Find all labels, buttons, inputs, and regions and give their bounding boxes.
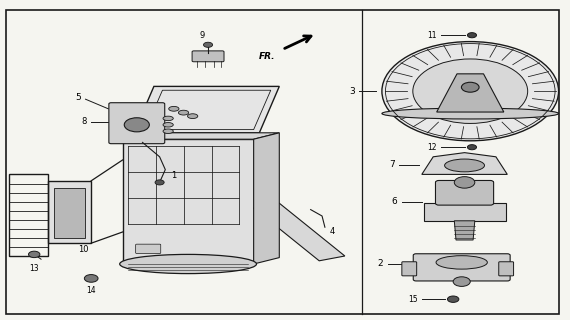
Ellipse shape [445,159,484,172]
FancyBboxPatch shape [54,188,85,238]
Text: 14: 14 [87,286,96,295]
Text: 10: 10 [78,245,88,254]
Ellipse shape [120,254,256,274]
Polygon shape [254,203,345,261]
Ellipse shape [382,108,559,119]
Polygon shape [254,133,279,264]
Ellipse shape [436,256,487,269]
Polygon shape [134,86,279,133]
Polygon shape [454,221,475,240]
Text: 2: 2 [377,260,383,268]
Text: 4: 4 [329,228,335,236]
Text: 3: 3 [349,87,355,96]
Circle shape [28,251,40,258]
FancyBboxPatch shape [435,180,494,205]
Text: 13: 13 [30,264,39,273]
Circle shape [155,180,164,185]
Circle shape [84,275,98,282]
FancyBboxPatch shape [192,51,224,62]
Circle shape [203,42,213,47]
FancyBboxPatch shape [424,203,506,221]
Ellipse shape [188,114,198,118]
Circle shape [124,118,149,132]
Text: 11: 11 [427,31,437,40]
FancyBboxPatch shape [499,262,514,276]
Circle shape [413,59,528,124]
Polygon shape [422,153,507,174]
Text: 5: 5 [76,93,82,102]
Circle shape [453,277,470,286]
Ellipse shape [178,110,189,115]
Circle shape [447,296,459,302]
Circle shape [382,42,559,141]
Polygon shape [437,74,504,112]
FancyBboxPatch shape [136,244,161,253]
Text: 8: 8 [82,117,87,126]
Circle shape [467,145,477,150]
Text: 7: 7 [389,160,395,169]
Ellipse shape [163,123,173,127]
Ellipse shape [169,106,179,111]
Polygon shape [123,133,279,139]
Ellipse shape [163,116,173,121]
Text: 9: 9 [200,31,205,40]
Text: 12: 12 [427,143,437,152]
FancyBboxPatch shape [109,103,165,144]
Ellipse shape [163,129,173,133]
Text: 15: 15 [408,295,418,304]
Polygon shape [123,139,254,264]
Polygon shape [48,181,91,243]
Text: 1: 1 [171,172,176,180]
Circle shape [454,177,475,188]
Text: FR.: FR. [259,52,275,61]
FancyBboxPatch shape [402,262,417,276]
Text: 6: 6 [392,197,397,206]
FancyBboxPatch shape [413,254,510,281]
Circle shape [467,33,477,38]
Circle shape [462,82,479,92]
